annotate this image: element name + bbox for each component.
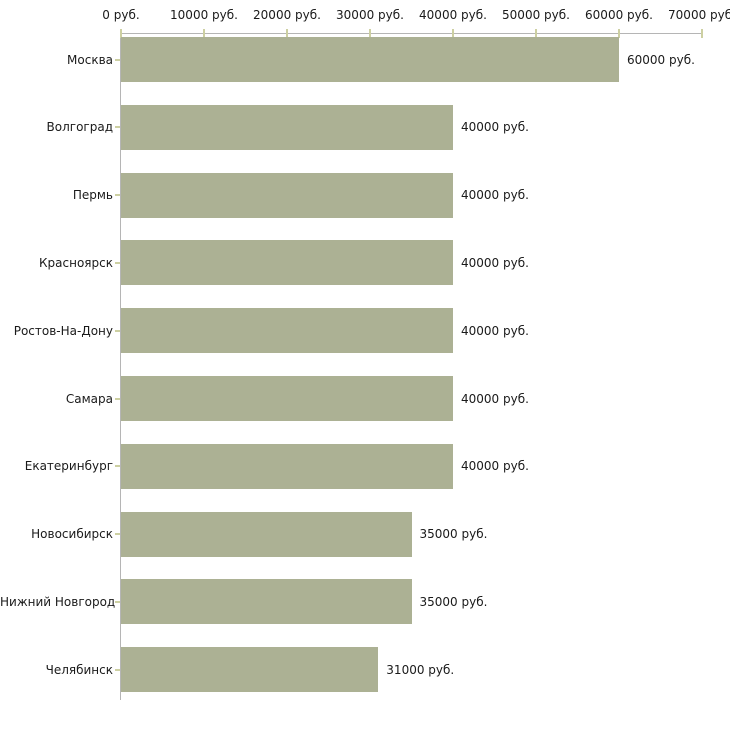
x-axis-line	[121, 33, 702, 34]
category-label: Челябинск	[45, 662, 113, 677]
value-label: 35000 руб.	[419, 527, 488, 542]
y-axis-line	[120, 33, 121, 700]
category-label: Пермь	[72, 188, 113, 203]
bar-4	[121, 308, 453, 354]
bar-8	[121, 579, 412, 625]
x-axis-tick-label: 60000 руб.	[585, 8, 653, 22]
value-label: 35000 руб.	[419, 594, 488, 609]
category-label: Ростов-На-Дону	[13, 323, 113, 338]
value-label: 40000 руб.	[461, 459, 529, 474]
value-label: 60000 руб.	[627, 52, 695, 67]
value-label: 40000 руб.	[461, 120, 529, 135]
category-label: Самара	[65, 391, 113, 406]
bar-0	[121, 37, 619, 82]
y-axis-tick-mark	[115, 58, 120, 61]
y-axis-tick-mark	[115, 194, 120, 197]
category-label: Нижний Новгород	[0, 594, 116, 609]
bar-3	[121, 240, 453, 286]
x-axis-tick-mark	[286, 29, 288, 38]
bar-1	[121, 104, 453, 150]
y-axis-tick-mark	[115, 668, 120, 671]
bar-9	[121, 647, 379, 693]
y-axis-tick-mark	[115, 600, 120, 603]
bar-2	[121, 172, 453, 218]
y-axis-tick-mark	[115, 533, 120, 536]
x-axis-tick-mark	[120, 29, 122, 38]
y-axis-tick-mark	[115, 261, 120, 264]
x-axis-tick-mark	[452, 29, 454, 38]
x-axis-tick-mark	[203, 29, 205, 38]
y-axis-tick-mark	[115, 126, 120, 129]
x-axis-tick-mark	[618, 29, 620, 38]
value-label: 40000 руб.	[461, 323, 529, 338]
x-axis-tick-label: 40000 руб.	[419, 8, 487, 22]
y-axis-tick-mark	[115, 465, 120, 468]
category-label: Волгоград	[46, 120, 113, 135]
value-label: 40000 руб.	[461, 255, 529, 270]
x-axis-tick-mark	[701, 29, 703, 38]
bar-5	[121, 376, 453, 421]
category-label: Москва	[67, 52, 113, 67]
value-label: 40000 руб.	[461, 391, 529, 406]
x-axis-tick-label: 10000 руб.	[170, 8, 238, 22]
value-label: 31000 руб.	[386, 662, 455, 677]
category-label: Красноярск	[39, 255, 113, 270]
x-axis-tick-label: 30000 руб.	[336, 8, 404, 22]
y-axis-tick-mark	[115, 397, 120, 400]
x-axis-tick-label: 50000 руб.	[502, 8, 570, 22]
x-axis-tick-mark	[535, 29, 537, 38]
bar-7	[121, 511, 412, 557]
y-axis-tick-mark	[115, 329, 120, 332]
x-axis-tick-label: 20000 руб.	[253, 8, 321, 22]
value-label: 40000 руб.	[461, 188, 529, 203]
x-axis-tick-label: 70000 руб.	[668, 8, 730, 22]
x-axis-tick-mark	[369, 29, 371, 38]
category-label: Новосибирск	[31, 527, 113, 542]
x-axis-tick-label: 0 руб.	[102, 8, 140, 22]
category-label: Екатеринбург	[24, 459, 113, 474]
bar-6	[121, 443, 453, 489]
